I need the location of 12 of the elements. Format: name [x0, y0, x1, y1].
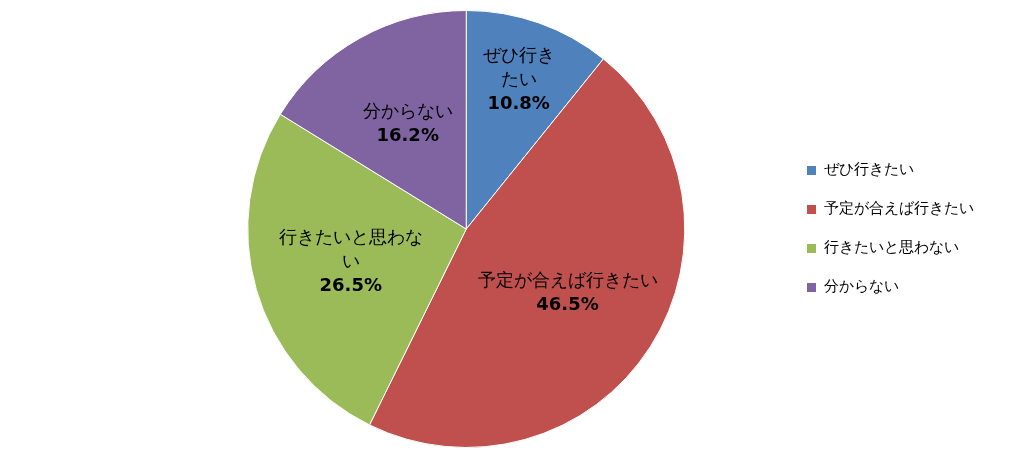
slice-label: ぜひ行きたい: [482, 44, 555, 90]
slice-label: 分からない: [362, 99, 453, 121]
legend-label: 予定が合えば行きたい: [824, 199, 974, 218]
legend-label: 分からない: [824, 277, 899, 296]
data-label: 16.2%: [376, 123, 439, 145]
slice-label: 予定が合えば行きたい: [477, 269, 658, 291]
data-label: 46.5%: [536, 293, 599, 315]
legend-label: ぜひ行きたい: [824, 160, 914, 179]
data-label: 10.8%: [487, 92, 550, 114]
data-label: 26.5%: [319, 273, 382, 295]
slice-label: 行きたいと思わない: [278, 225, 423, 271]
legend-label: 行きたいと思わない: [824, 238, 959, 257]
